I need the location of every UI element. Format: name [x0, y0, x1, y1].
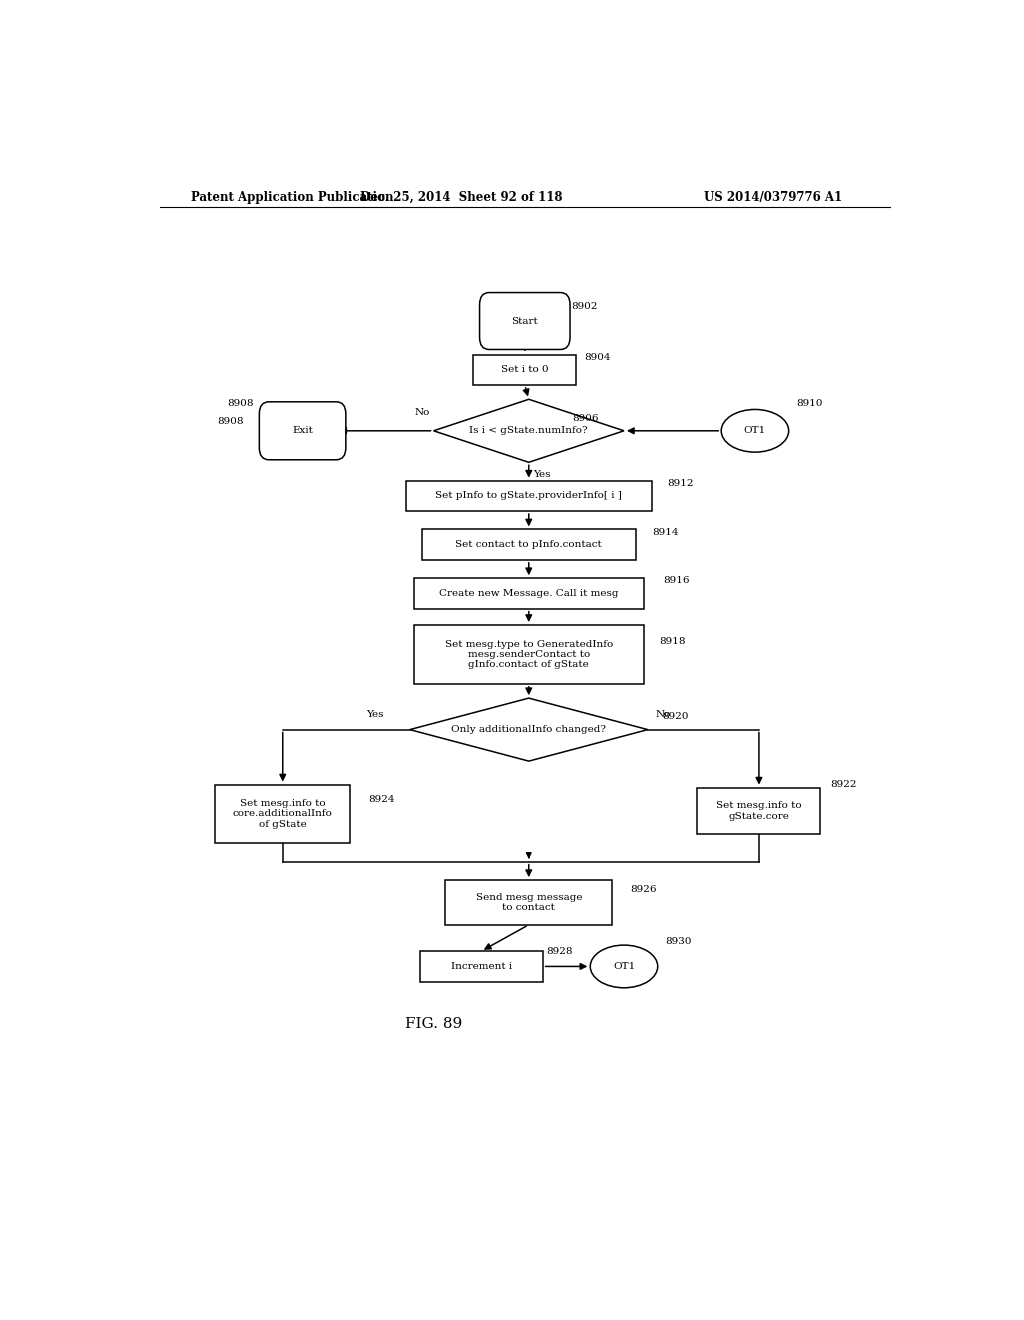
Text: 8922: 8922 — [830, 780, 857, 788]
Text: Set mesg.info to
gState.core: Set mesg.info to gState.core — [716, 801, 802, 821]
Text: OT1: OT1 — [743, 426, 766, 436]
Text: 8926: 8926 — [631, 886, 656, 894]
Polygon shape — [410, 698, 648, 762]
Text: Is i < gState.numInfo?: Is i < gState.numInfo? — [469, 426, 588, 436]
Text: No: No — [414, 408, 430, 417]
Text: US 2014/0379776 A1: US 2014/0379776 A1 — [705, 190, 842, 203]
Text: 8930: 8930 — [666, 937, 692, 946]
Bar — [697, 788, 820, 834]
Text: 8918: 8918 — [659, 638, 686, 647]
Text: Start: Start — [511, 317, 539, 326]
Text: Create new Message. Call it mesg: Create new Message. Call it mesg — [439, 589, 618, 598]
Text: Increment i: Increment i — [451, 962, 512, 972]
Text: 8908: 8908 — [227, 400, 254, 408]
Text: Set contact to pInfo.contact: Set contact to pInfo.contact — [456, 540, 602, 549]
Text: 8914: 8914 — [652, 528, 678, 536]
Text: Set i to 0: Set i to 0 — [501, 366, 549, 375]
Text: 8920: 8920 — [663, 713, 688, 722]
Text: 8910: 8910 — [797, 400, 822, 408]
Ellipse shape — [590, 945, 657, 987]
Text: 8916: 8916 — [664, 577, 690, 585]
Text: 8928: 8928 — [546, 948, 572, 956]
Text: Set mesg.type to GeneratedInfo
mesg.senderContact to
gInfo.contact of gState: Set mesg.type to GeneratedInfo mesg.send… — [444, 639, 613, 669]
Text: Dec. 25, 2014  Sheet 92 of 118: Dec. 25, 2014 Sheet 92 of 118 — [360, 190, 562, 203]
FancyBboxPatch shape — [259, 401, 346, 459]
Bar — [473, 355, 577, 385]
Text: Yes: Yes — [534, 470, 551, 479]
Text: 8908: 8908 — [217, 417, 244, 426]
Text: OT1: OT1 — [613, 962, 635, 972]
Text: 8912: 8912 — [668, 479, 694, 487]
Text: Set pInfo to gState.providerInfo[ i ]: Set pInfo to gState.providerInfo[ i ] — [435, 491, 623, 500]
FancyBboxPatch shape — [479, 293, 570, 350]
Bar — [215, 784, 350, 843]
Text: Only additionalInfo changed?: Only additionalInfo changed? — [452, 725, 606, 734]
Text: 8906: 8906 — [572, 413, 599, 422]
Bar — [414, 624, 644, 684]
Text: 8924: 8924 — [369, 795, 395, 804]
Text: 8902: 8902 — [570, 302, 597, 312]
Text: 8904: 8904 — [585, 352, 611, 362]
Text: FIG. 89: FIG. 89 — [404, 1018, 462, 1031]
Bar — [445, 880, 612, 925]
Text: Yes: Yes — [367, 710, 384, 719]
Text: Send mesg message
to contact: Send mesg message to contact — [475, 892, 582, 912]
Text: Patent Application Publication: Patent Application Publication — [191, 190, 394, 203]
Bar — [420, 952, 543, 982]
Polygon shape — [433, 399, 624, 462]
Text: Set mesg.info to
core.additionalInfo
of gState: Set mesg.info to core.additionalInfo of … — [232, 799, 333, 829]
Bar — [406, 480, 651, 511]
Bar — [422, 529, 636, 560]
Text: Exit: Exit — [292, 426, 313, 436]
Text: No: No — [655, 710, 671, 719]
Ellipse shape — [721, 409, 788, 453]
Bar — [414, 578, 644, 609]
